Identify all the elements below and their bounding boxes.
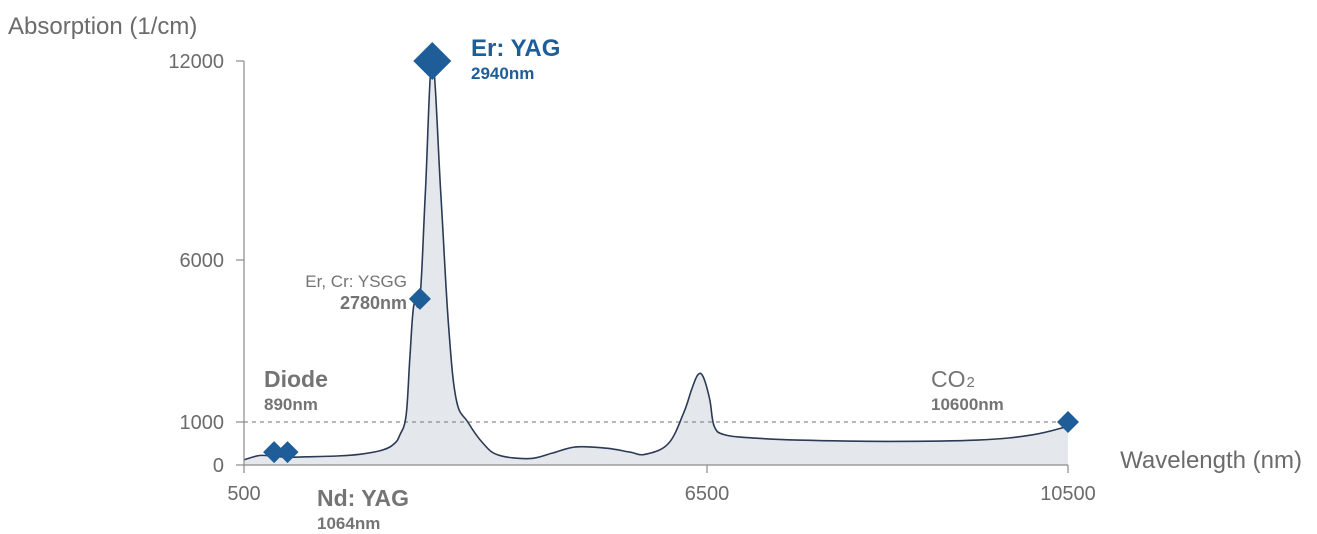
annotation-er-cr-ysgg-name: Er, Cr: YSGG	[305, 272, 407, 291]
x-tick-label: 10500	[1040, 483, 1096, 505]
laser-marker-diamond	[413, 42, 452, 80]
laser-marker-diamond	[263, 441, 286, 464]
x-tick-label: 6500	[685, 483, 730, 505]
laser-markers	[263, 42, 1079, 464]
x-axis-title: Wavelength (nm)	[1120, 447, 1302, 474]
laser-marker-diamond	[276, 441, 299, 464]
y-axis-title: Absorption (1/cm)	[8, 13, 197, 40]
annotation-er-yag-name: Er: YAG	[471, 35, 560, 62]
laser-marker-diamond	[1057, 411, 1079, 433]
annotation-diode-name: Diode	[264, 366, 328, 392]
y-tick-label: 6000	[180, 250, 225, 272]
axis-ticks: 0 1000 6000 12000 500 6500 10500	[168, 51, 1095, 505]
annotation-co2-subscript: 2	[967, 374, 975, 391]
series-area-fill	[244, 61, 1068, 465]
annotation-co2-name: CO2	[931, 366, 975, 392]
y-tick-label: 12000	[168, 51, 224, 73]
y-tick-label: 1000	[180, 412, 225, 434]
annotation-er-cr-ysgg-wavelength: 2780nm	[340, 293, 407, 313]
annotation-co2-wavelength: 10600nm	[931, 395, 1004, 414]
series-curve	[243, 60, 1069, 461]
annotation-nd-yag-wavelength: 1064nm	[317, 514, 380, 533]
annotation-nd-yag-name: Nd: YAG	[317, 485, 409, 511]
annotation-diode-wavelength: 890nm	[264, 395, 318, 414]
chart-plot-area	[243, 60, 1069, 466]
annotation-er-yag-wavelength: 2940nm	[471, 64, 534, 83]
y-tick-label: 0	[213, 455, 224, 477]
laser-marker-diamond	[408, 287, 431, 310]
x-tick-label: 500	[227, 483, 260, 505]
